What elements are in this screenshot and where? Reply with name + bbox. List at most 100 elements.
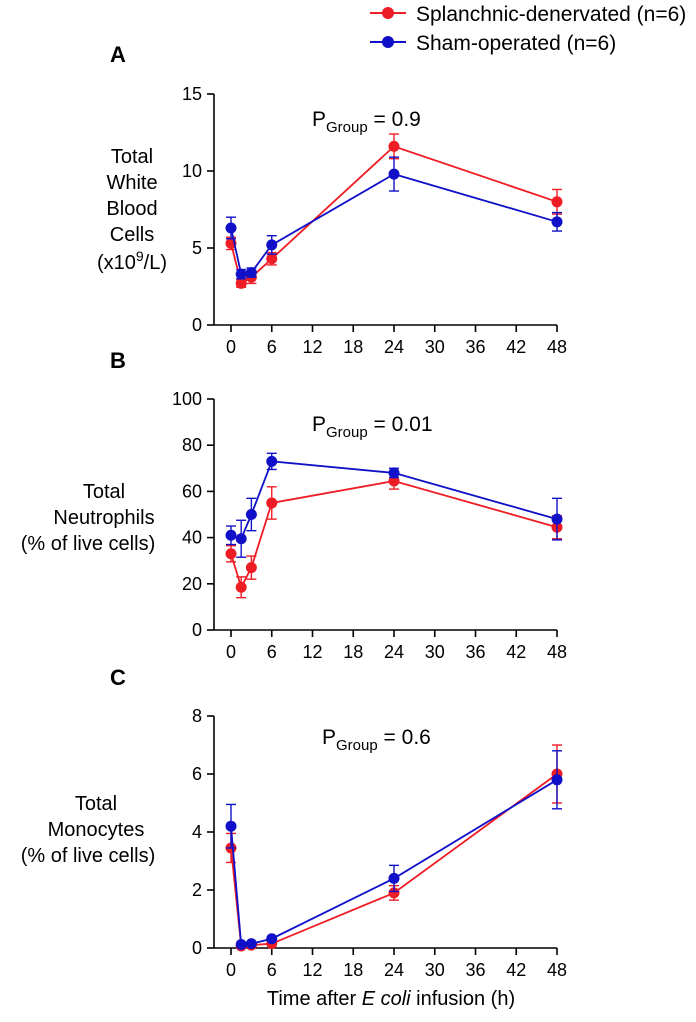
- series-line: [230, 173, 558, 276]
- y-axis-label-line: Total: [75, 793, 117, 815]
- panel-letter-a: A: [110, 42, 126, 67]
- x-tick-label: 42: [506, 337, 526, 357]
- p-group-annotation: PGroup = 0.6: [322, 726, 431, 754]
- y-axis-label-line: Cells: [110, 224, 154, 246]
- data-point: [388, 140, 400, 152]
- series-splanchnic-denervated: [225, 472, 563, 599]
- y-tick-label: 2: [192, 880, 202, 900]
- legend-label-sham: Sham-operated (n=6): [416, 32, 616, 55]
- y-axis-label-line: (% of live cells): [21, 533, 155, 555]
- panel-c: C Total Monocytes (% of live cells) PGro…: [21, 665, 567, 980]
- data-point: [225, 820, 237, 832]
- x-tick-label: 6: [267, 960, 277, 980]
- y-axis-label-line: Blood: [106, 198, 157, 220]
- plot-area: 0 5 10 15 0 6 12 18 24 30 36 42 48: [182, 84, 567, 357]
- x-tick-label: 18: [343, 960, 363, 980]
- data-point: [388, 872, 400, 884]
- data-point: [245, 509, 257, 520]
- x-tick-label: 48: [547, 337, 567, 357]
- legend: Splanchnic-denervated (n=6) Sham-operate…: [370, 3, 686, 55]
- data-point: [388, 467, 400, 479]
- x-tick-label: 24: [384, 642, 404, 662]
- data-point: [245, 938, 257, 950]
- y-tick-label: 60: [182, 481, 202, 501]
- p-group-annotation: PGroup = 0.01: [312, 413, 433, 441]
- data-point: [235, 939, 247, 951]
- data-point: [225, 529, 237, 541]
- x-tick-label: 0: [226, 642, 236, 662]
- plot-area: 0 20 40 60 80 100 0 6 12 18 24 30 36 42 48: [172, 389, 567, 662]
- series-sham-operated: [225, 750, 563, 951]
- data-point: [266, 455, 278, 467]
- data-point: [551, 513, 563, 525]
- legend-marker-splanchnic: [382, 7, 394, 19]
- data-point: [388, 475, 400, 487]
- y-tick-label: 4: [192, 822, 202, 842]
- legend-marker-sham: [382, 36, 394, 48]
- x-tick-label: 12: [302, 642, 322, 662]
- panel-letter-c: C: [110, 665, 126, 690]
- y-axis-label-line: Neutrophils: [53, 507, 154, 529]
- x-tick-label: 30: [425, 960, 445, 980]
- x-tick-label: 12: [302, 960, 322, 980]
- series-line: [230, 779, 558, 946]
- y-tick-label: 10: [182, 161, 202, 181]
- y-axis-label-line: Total: [111, 146, 153, 168]
- y-tick-label: 8: [192, 706, 202, 726]
- y-tick-label: 20: [182, 574, 202, 594]
- x-tick-label: 30: [425, 337, 445, 357]
- x-tick-label: 6: [267, 337, 277, 357]
- y-tick-label: 6: [192, 764, 202, 784]
- y-axis-label-line: (% of live cells): [21, 845, 155, 867]
- x-tick-label: 6: [267, 642, 277, 662]
- x-axis-title: Time after E coli infusion (h): [267, 988, 515, 1010]
- series-line: [230, 480, 558, 590]
- x-tick-label: 0: [226, 337, 236, 357]
- data-point: [225, 222, 237, 234]
- y-tick-label: 15: [182, 84, 202, 104]
- x-tick-label: 42: [506, 642, 526, 662]
- x-tick-label: 0: [226, 960, 236, 980]
- data-point: [245, 562, 257, 574]
- y-tick-label: 100: [172, 389, 202, 409]
- y-tick-label: 40: [182, 528, 202, 548]
- data-point: [235, 581, 247, 593]
- data-point: [266, 253, 278, 265]
- series-splanchnic-denervated: [225, 744, 563, 952]
- y-axis-label-line: White: [106, 172, 157, 194]
- data-point: [551, 216, 563, 228]
- y-axis-label-unit: (x109/L): [97, 248, 167, 274]
- x-tick-label: 24: [384, 960, 404, 980]
- y-axis-label-line: Monocytes: [48, 819, 145, 841]
- x-tick-label: 36: [465, 642, 485, 662]
- data-point: [235, 277, 247, 289]
- x-tick-label: 36: [465, 960, 485, 980]
- data-point: [551, 196, 563, 208]
- legend-label-splanchnic: Splanchnic-denervated (n=6): [416, 3, 686, 26]
- panel-b: B Total Neutrophils (% of live cells) PG…: [21, 348, 567, 662]
- x-tick-label: 42: [506, 960, 526, 980]
- x-tick-label: 48: [547, 960, 567, 980]
- data-point: [266, 497, 278, 509]
- panel-a: A Total White Blood Cells (x109/L) PGrou…: [97, 42, 567, 357]
- data-point: [266, 239, 278, 251]
- x-tick-label: 36: [465, 337, 485, 357]
- data-point: [388, 887, 400, 899]
- x-tick-label: 18: [343, 642, 363, 662]
- data-point: [388, 168, 400, 180]
- y-tick-label: 5: [192, 238, 202, 258]
- data-point: [266, 933, 278, 945]
- x-tick-label: 18: [343, 337, 363, 357]
- x-tick-label: 48: [547, 642, 567, 662]
- y-tick-label: 0: [192, 315, 202, 335]
- data-point: [235, 268, 247, 280]
- x-tick-label: 24: [384, 337, 404, 357]
- y-tick-label: 0: [192, 938, 202, 958]
- y-tick-label: 0: [192, 620, 202, 640]
- panel-letter-b: B: [110, 348, 126, 373]
- x-tick-label: 12: [302, 337, 322, 357]
- p-group-annotation: PGroup = 0.9: [312, 108, 421, 136]
- data-point: [235, 533, 247, 545]
